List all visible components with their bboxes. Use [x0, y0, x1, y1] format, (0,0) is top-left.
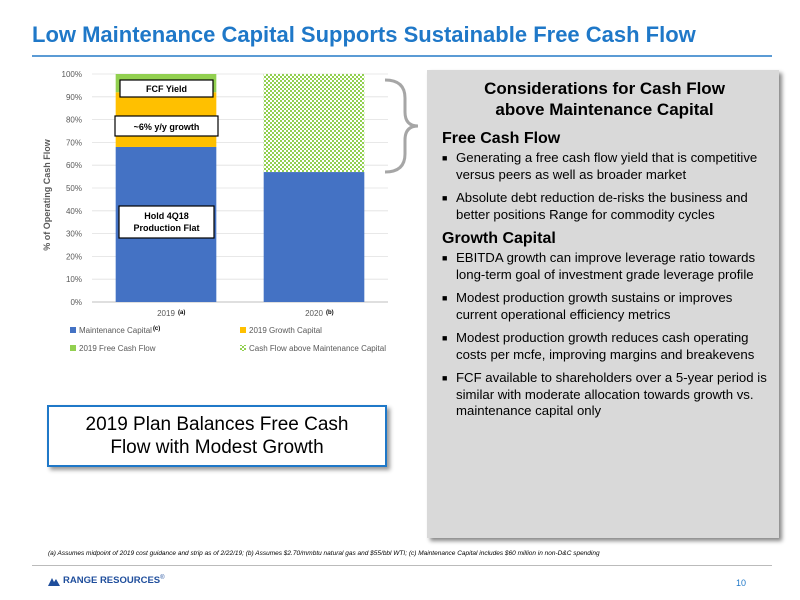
y-tick-label: 0%: [70, 298, 82, 307]
bullet-square-icon: ■: [442, 153, 448, 163]
panel-title-line1: Considerations for Cash Flow: [484, 79, 725, 98]
bottom-rule: [32, 565, 772, 566]
bullet-square-icon: ■: [442, 333, 448, 343]
bullet-square-icon: ■: [442, 373, 448, 383]
list-item: ■ Generating a free cash flow yield that …: [442, 150, 767, 183]
annotation-flat-text: Production Flat: [134, 223, 200, 233]
section-heading-free-cash-flow: Free Cash Flow: [442, 130, 561, 147]
y-tick-label: 60%: [66, 161, 82, 170]
legend-label: Cash Flow above Maintenance Capital: [249, 344, 386, 353]
free-cash-flow-bullets: ■ Generating a free cash flow yield that …: [442, 150, 767, 223]
annotation-hold-flat: Hold 4Q18 Production Flat: [118, 205, 215, 239]
page-number: 10: [736, 578, 747, 588]
bullet-square-icon: ■: [442, 253, 448, 263]
list-item: ■ Absolute debt reduction de-risks the bu…: [442, 190, 767, 223]
y-tick-label: 50%: [66, 184, 82, 193]
range-logo-icon: [48, 577, 60, 586]
section-heading-growth-capital: Growth Capital: [442, 230, 556, 247]
legend-swatch: [240, 327, 246, 333]
legend-swatch: [70, 327, 76, 333]
curly-brace: [384, 78, 419, 174]
legend-swatch: [70, 345, 76, 351]
plan-summary-line1: 2019 Plan Balances Free Cash: [85, 414, 349, 435]
annotation-growth: ~6% y/y growth: [114, 115, 219, 137]
legend-label: 2019 Free Cash Flow: [79, 344, 156, 353]
x-tick-label: 2020: [305, 309, 323, 318]
y-tick-label: 100%: [62, 70, 82, 79]
y-tick-label: 90%: [66, 93, 82, 102]
panel-title: Considerations for Cash Flow above Maint…: [442, 78, 767, 120]
bullet-square-icon: ■: [442, 293, 448, 303]
legend-label: 2019 Growth Capital: [249, 326, 322, 335]
y-tick-label: 30%: [66, 230, 82, 239]
list-item: ■ EBITDA growth can improve leverage rati…: [442, 250, 767, 283]
bullet-text: Modest production growth sustains or imp…: [456, 290, 733, 322]
x-tick-footnote: (b): [326, 310, 334, 316]
considerations-panel: Considerations for Cash Flow above Maint…: [427, 70, 779, 538]
annotation-growth-text: ~6% y/y growth: [134, 122, 200, 132]
list-item: ■ Modest production growth sustains or im…: [442, 290, 767, 323]
x-tick-label: 2019: [157, 309, 175, 318]
y-tick-label: 80%: [66, 116, 82, 125]
company-logo: RANGE RESOURCES®: [48, 575, 165, 586]
footnote: (a) Assumes midpoint of 2019 cost guidan…: [48, 550, 600, 557]
plan-summary-line2: Flow with Modest Growth: [110, 437, 324, 458]
growth-capital-bullets: ■ EBITDA growth can improve leverage rati…: [442, 250, 767, 420]
bar-segment-2020-3: [263, 74, 365, 173]
legend-label: Maintenance Capital: [79, 326, 152, 335]
plan-summary-box: 2019 Plan Balances Free Cash Flow with M…: [47, 405, 387, 467]
slide-title: Low Maintenance Capital Supports Sustain…: [32, 22, 696, 47]
bullet-text: EBITDA growth can improve leverage ratio…: [456, 250, 756, 282]
panel-title-line2: above Maintenance Capital: [495, 100, 714, 119]
list-item: ■ Modest production growth reduces cash o…: [442, 330, 767, 363]
annotation-hold-text: Hold 4Q18: [144, 211, 189, 221]
annotation-fcf-yield-text: FCF Yield: [146, 84, 187, 94]
bar-segment-2020-0: [263, 172, 365, 302]
bullet-text: Generating a free cash flow yield that i…: [456, 150, 758, 182]
title-rule: [32, 55, 772, 57]
annotation-fcf-yield: FCF Yield: [119, 79, 214, 98]
bullet-text: FCF available to shareholders over a 5-y…: [456, 370, 767, 418]
legend-footnote: (c): [153, 326, 160, 332]
list-item: ■ FCF available to shareholders over a 5-…: [442, 370, 767, 420]
logo-text: RANGE RESOURCES®: [63, 575, 165, 587]
y-tick-label: 70%: [66, 138, 82, 147]
y-tick-label: 20%: [66, 252, 82, 261]
y-axis-label: % of Operating Cash Flow: [42, 138, 52, 251]
y-tick-label: 10%: [66, 275, 82, 284]
bullet-square-icon: ■: [442, 193, 448, 203]
x-tick-footnote: (a): [178, 310, 185, 316]
y-tick-label: 40%: [66, 207, 82, 216]
legend-swatch: [240, 345, 246, 351]
bullet-text: Absolute debt reduction de-risks the bus…: [456, 190, 748, 222]
bullet-text: Modest production growth reduces cash op…: [456, 330, 755, 362]
